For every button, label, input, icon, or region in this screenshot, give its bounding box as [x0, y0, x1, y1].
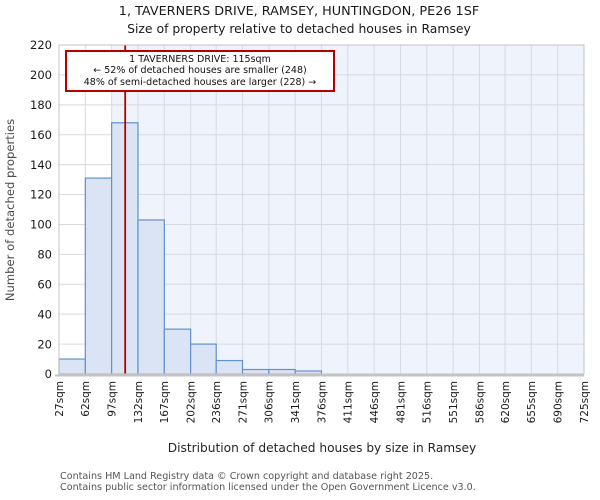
- x-axis-title: Distribution of detached houses by size …: [168, 441, 477, 455]
- y-tick-label: 0: [45, 367, 52, 381]
- x-tick-label: 97sqm: [106, 381, 118, 417]
- x-tick-label: 516sqm: [422, 381, 434, 423]
- x-tick-label: 376sqm: [316, 381, 328, 423]
- bars: [58, 122, 323, 375]
- y-tick-label: 160: [30, 128, 52, 142]
- y-tick-label: 40: [37, 307, 52, 321]
- bar: [137, 219, 165, 375]
- y-tick-label: 140: [30, 158, 52, 172]
- x-tick-label: 62sqm: [80, 381, 92, 417]
- bar: [215, 359, 244, 375]
- x-tick-label: 690sqm: [552, 381, 564, 423]
- y-tick-label: 60: [37, 277, 52, 291]
- bar: [163, 328, 192, 375]
- footer-line-2: Contains public sector information licen…: [60, 482, 476, 493]
- x-tick-label: 411sqm: [343, 381, 355, 423]
- bar: [58, 358, 86, 375]
- chart-subtitle: Size of property relative to detached ho…: [127, 21, 471, 36]
- annotation-line-1: 1 TAVERNERS DRIVE: 115sqm: [129, 54, 271, 65]
- property-annotation-box: 1 TAVERNERS DRIVE: 115sqm ← 52% of detac…: [65, 50, 335, 92]
- y-axis-title: Number of detached properties: [3, 119, 17, 301]
- chart-title: 1, TAVERNERS DRIVE, RAMSEY, HUNTINGDON, …: [119, 4, 479, 19]
- x-tick-label: 306sqm: [264, 381, 276, 423]
- bar: [190, 343, 217, 375]
- bar: [241, 368, 270, 375]
- annotation-line-2: ← 52% of detached houses are smaller (24…: [93, 65, 307, 77]
- x-tick-label: 446sqm: [369, 381, 381, 423]
- x-tick-label: 551sqm: [448, 381, 460, 423]
- y-tick-label: 80: [37, 248, 52, 262]
- plot-area: 0 20 40 60 80 100 120 140 160 180 200 220 27sqm 62sqm…: [30, 38, 591, 423]
- x-tick-label: 341sqm: [290, 381, 302, 423]
- plot-border: [58, 44, 585, 375]
- x-tick-label: 236sqm: [211, 381, 223, 423]
- y-tick-label: 100: [30, 218, 52, 232]
- bar: [84, 177, 113, 375]
- x-tick-label: 655sqm: [526, 381, 538, 423]
- y-tick-label: 180: [30, 98, 52, 112]
- x-tick-label: 27sqm: [54, 381, 66, 417]
- x-tick-label: 167sqm: [159, 381, 171, 423]
- x-tick-label: 271sqm: [237, 381, 249, 423]
- y-tick-label: 220: [30, 38, 52, 52]
- footer-line-1: Contains HM Land Registry data © Crown c…: [60, 471, 433, 482]
- x-tick-label: 481sqm: [395, 381, 407, 423]
- annotation-line-3: 48% of semi-detached houses are larger (…: [83, 76, 317, 88]
- y-tick-label: 20: [37, 337, 52, 351]
- x-tick-label: 725sqm: [579, 381, 591, 423]
- y-tick-label: 120: [30, 188, 52, 202]
- x-tick-label: 132sqm: [133, 381, 145, 423]
- x-tick-label: 202sqm: [185, 381, 197, 423]
- x-tick-label: 586sqm: [474, 381, 486, 423]
- y-tick-label: 200: [30, 68, 52, 82]
- bar: [268, 368, 296, 375]
- x-tick-label: 620sqm: [500, 381, 512, 423]
